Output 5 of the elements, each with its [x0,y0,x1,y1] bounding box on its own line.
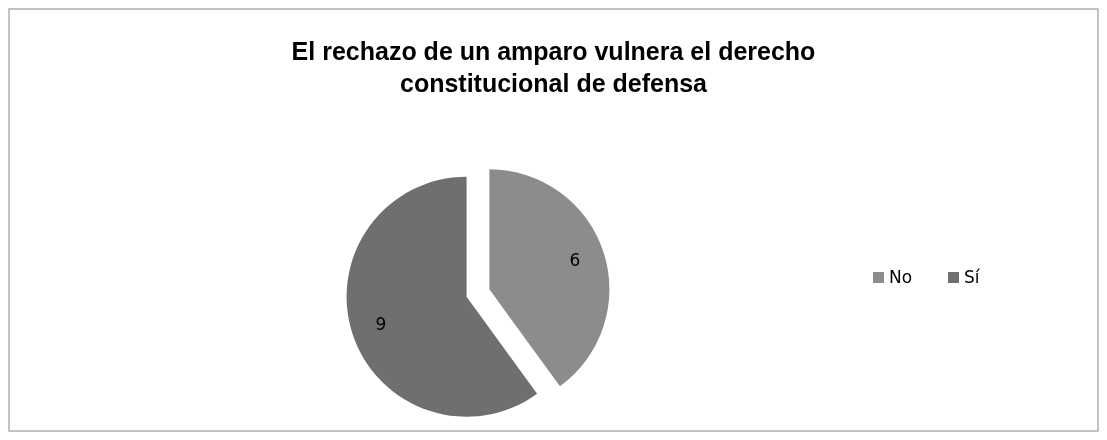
chart-title: El rechazo de un amparo vulnera el derecho constitucional de defensa [291,37,816,97]
data-label: 6 [569,250,581,271]
legend-label: Sí [964,267,981,287]
legend-label: No [889,267,913,287]
data-label: 9 [375,313,387,334]
